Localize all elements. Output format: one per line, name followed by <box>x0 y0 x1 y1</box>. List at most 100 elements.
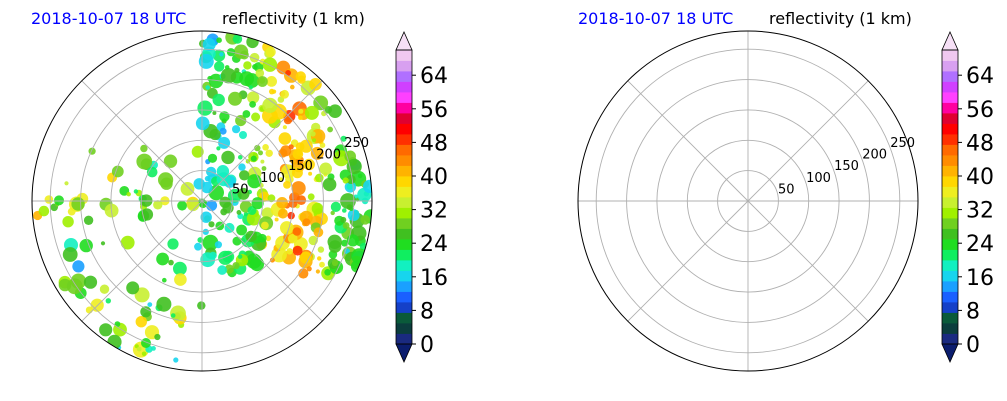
reflectivity-cell <box>291 167 303 179</box>
reflectivity-cell <box>340 135 347 142</box>
reflectivity-cell <box>72 260 85 273</box>
radial-tick-label: 200 <box>862 148 887 163</box>
reflectivity-cell <box>317 246 325 253</box>
radial-tick-label: 50 <box>778 182 795 197</box>
reflectivity-cell <box>232 236 242 246</box>
reflectivity-cell <box>219 127 227 135</box>
colorbar-segment <box>942 270 958 282</box>
colorbar-segment <box>396 176 412 187</box>
reflectivity-cell <box>292 245 303 256</box>
reflectivity-cell <box>202 38 216 51</box>
colorbar-segment <box>942 291 958 303</box>
reflectivity-cell <box>239 170 250 181</box>
reflectivity-cell <box>212 93 225 107</box>
colorbar-tick-label: 16 <box>420 266 448 291</box>
reflectivity-cell <box>202 234 219 251</box>
reflectivity-cell <box>62 216 74 228</box>
colorbar-segment <box>942 281 958 292</box>
reflectivity-cell <box>327 126 333 133</box>
reflectivity-cell <box>234 67 240 73</box>
reflectivity-cell <box>306 266 312 272</box>
reflectivity-cell <box>243 61 252 70</box>
colorbar-segment <box>396 113 412 124</box>
reflectivity-cell <box>221 150 235 165</box>
reflectivity-cell <box>83 215 94 225</box>
colorbar-tick-label: 48 <box>966 131 994 156</box>
reflectivity-cell <box>224 264 234 274</box>
reflectivity-cell <box>308 171 313 176</box>
colorbar-segment <box>942 260 958 271</box>
colorbar-segment <box>942 60 958 72</box>
colorbar-tick-label: 0 <box>420 333 434 358</box>
right-polar-grid <box>577 30 919 372</box>
reflectivity-cell <box>154 333 161 341</box>
reflectivity-cell <box>177 200 188 211</box>
colorbar-segment <box>942 81 958 93</box>
colorbar-segment <box>396 102 412 114</box>
left-reflectivity-field <box>33 31 372 363</box>
left-panel-field-title: reflectivity (1 km) <box>222 9 365 28</box>
reflectivity-cell <box>315 173 324 183</box>
azimuth-spoke <box>201 80 323 202</box>
reflectivity-cell <box>206 200 218 211</box>
colorbar-segment <box>942 207 958 219</box>
reflectivity-cell <box>66 278 83 295</box>
colorbar-tick-label: 24 <box>420 232 448 257</box>
radial-tick-label: 100 <box>260 171 285 186</box>
reflectivity-cell <box>162 277 167 283</box>
reflectivity-cell <box>170 313 176 318</box>
reflectivity-cell <box>328 240 342 253</box>
colorbar-segment <box>396 186 412 198</box>
reflectivity-cell <box>262 57 278 72</box>
reflectivity-cell <box>317 256 322 261</box>
reflectivity-cell <box>295 71 306 82</box>
colorbar-tick-label: 32 <box>966 199 994 224</box>
reflectivity-cell <box>200 252 216 268</box>
colorbar-segment <box>396 50 412 61</box>
reflectivity-cell <box>269 257 275 263</box>
reflectivity-cell <box>346 183 353 190</box>
reflectivity-cell <box>265 149 273 157</box>
colorbar-tick-label: 40 <box>966 165 994 190</box>
colorbar-extend-max <box>395 31 413 51</box>
azimuth-spoke <box>747 200 869 322</box>
reflectivity-cell <box>261 207 274 219</box>
reflectivity-cell <box>147 302 153 307</box>
reflectivity-cell <box>105 298 112 304</box>
reflectivity-cell <box>191 145 204 158</box>
colorbar-segment <box>942 186 958 198</box>
reflectivity-cell <box>85 306 93 314</box>
reflectivity-cell <box>287 211 295 220</box>
reflectivity-cell <box>342 177 349 184</box>
reflectivity-cell <box>156 252 170 266</box>
reflectivity-cell <box>254 144 261 152</box>
reflectivity-cell <box>262 144 269 151</box>
reflectivity-cell <box>136 153 153 170</box>
reflectivity-cell <box>278 132 292 145</box>
left-polar-grid <box>31 30 373 372</box>
reflectivity-cell <box>290 84 295 90</box>
reflectivity-cell <box>311 202 324 215</box>
reflectivity-cell <box>342 222 350 229</box>
reflectivity-cell <box>307 193 315 201</box>
reflectivity-cell <box>236 210 242 215</box>
reflectivity-cell <box>141 351 147 357</box>
colorbar-tick-label: 24 <box>966 232 994 257</box>
left-colorbar <box>395 31 413 363</box>
azimuth-spoke <box>627 200 749 322</box>
reflectivity-cell <box>299 251 312 264</box>
right-colorbar-ticks: 0 8 16 24 32 40 48 56 64 <box>958 64 994 358</box>
reflectivity-cell <box>360 215 371 225</box>
reflectivity-cell <box>257 76 268 87</box>
radial-tick-label: 250 <box>890 136 915 151</box>
reflectivity-cell <box>357 173 363 179</box>
right-panel: 2018-10-07 18 UTC reflectivity (1 km) 50… <box>577 9 994 372</box>
colorbar-segment <box>942 333 958 345</box>
reflectivity-cell <box>249 257 265 272</box>
reflectivity-cell <box>239 71 255 87</box>
reflectivity-cell <box>292 227 302 236</box>
azimuth-spoke <box>81 200 203 322</box>
reflectivity-cell <box>347 209 360 222</box>
reflectivity-cell <box>236 224 248 236</box>
colorbar-tick-label: 56 <box>420 98 448 123</box>
